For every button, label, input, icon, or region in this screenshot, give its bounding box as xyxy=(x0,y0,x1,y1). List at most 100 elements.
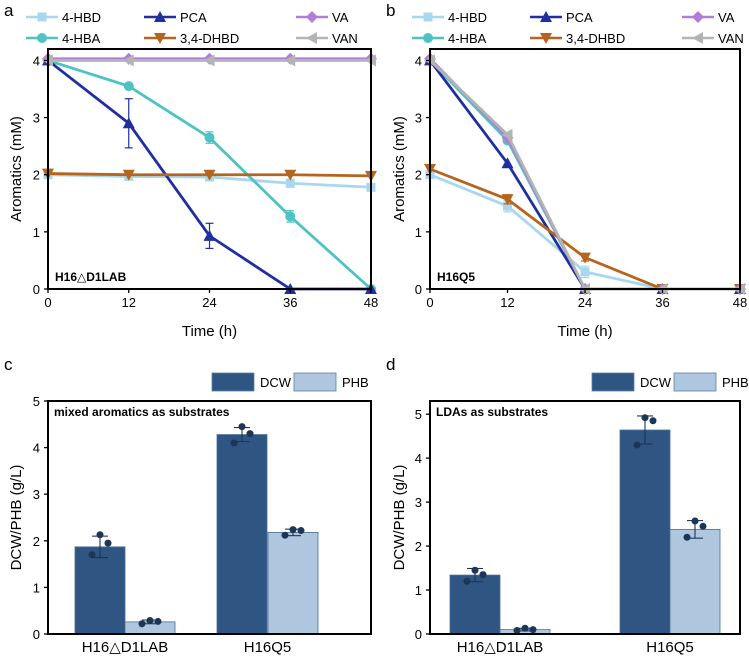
x-tick-label: 0 xyxy=(426,295,433,310)
legend-label: 4-HBD xyxy=(62,10,101,25)
legend-marker xyxy=(306,32,317,44)
legend-marker xyxy=(306,11,318,23)
legend-marker xyxy=(423,33,433,43)
replicate-point xyxy=(513,626,521,634)
data-point xyxy=(203,229,216,241)
legend-marker xyxy=(37,33,47,43)
panel-label-c: c xyxy=(4,355,13,374)
legend-swatch xyxy=(211,372,255,392)
legend-item-van: VAN xyxy=(682,31,744,46)
legend-label: PCA xyxy=(566,10,593,25)
y-tick-label: 3 xyxy=(415,111,422,126)
legend-label: 4-HBD xyxy=(448,10,487,25)
legend-label: DCW xyxy=(640,375,672,390)
x-axis-title: Time (h) xyxy=(557,323,612,340)
y-tick-label: 4 xyxy=(415,451,422,466)
x-tick-label: 48 xyxy=(733,295,747,310)
legend-label: DCW xyxy=(260,375,292,390)
replicate-point xyxy=(633,441,641,449)
data-point xyxy=(285,211,296,222)
y-tick-label: 1 xyxy=(33,225,40,240)
y-tick-label: 5 xyxy=(33,394,40,409)
y-tick-label: 1 xyxy=(33,580,40,595)
legend-marker xyxy=(540,33,552,44)
x-category-label: H16Q5 xyxy=(244,639,292,656)
y-tick-label: 5 xyxy=(415,407,422,422)
replicate-point xyxy=(146,616,154,624)
data-point xyxy=(285,178,295,188)
data-point xyxy=(501,157,514,169)
plot-frame xyxy=(47,48,372,290)
legend-item-4-hba: 4-HBA xyxy=(412,31,487,46)
data-point xyxy=(501,194,514,206)
replicate-point xyxy=(238,423,246,431)
bar-h16q5-phb xyxy=(669,517,721,635)
y-tick-label: 1 xyxy=(415,583,422,598)
bar-h16q5-dcw xyxy=(619,414,671,635)
legend-item-va: VA xyxy=(682,10,735,25)
y-axis-title: DCW/PHB (g/L) xyxy=(8,465,25,571)
legend-marker xyxy=(692,11,704,23)
replicate-point xyxy=(521,624,529,632)
inset-label: H16Q5 xyxy=(437,270,475,284)
legend-marker xyxy=(154,11,166,22)
x-tick-label: 36 xyxy=(283,295,297,310)
legend-marker xyxy=(423,12,433,22)
y-tick-label: 3 xyxy=(33,487,40,502)
legend-item-3-4-dhbd: 3,4-DHBD xyxy=(530,31,625,46)
data-point xyxy=(284,54,296,67)
legend-marker xyxy=(692,32,703,44)
replicate-point xyxy=(104,539,112,547)
x-tick-label: 12 xyxy=(122,295,136,310)
replicate-point xyxy=(691,517,699,525)
replicate-point xyxy=(649,417,657,425)
bar-h16-d1lab-dcw xyxy=(449,566,501,635)
x-tick-label: 36 xyxy=(655,295,669,310)
legend-label: PHB xyxy=(342,375,369,390)
legend-item-4-hbd: 4-HBD xyxy=(412,10,487,25)
legend-marker xyxy=(540,11,552,22)
replicate-point xyxy=(246,430,254,438)
y-tick-label: 2 xyxy=(33,534,40,549)
legend-marker xyxy=(37,12,47,22)
data-point xyxy=(122,54,134,67)
bar-h16-d1lab-dcw xyxy=(74,531,126,635)
plot-frame xyxy=(47,400,372,635)
replicate-point xyxy=(154,617,162,625)
y-tick-label: 2 xyxy=(415,539,422,554)
legend-label: VA xyxy=(718,10,735,25)
data-point xyxy=(501,128,513,141)
x-category-label: H16△D1LAB xyxy=(82,639,169,656)
y-tick-label: 3 xyxy=(415,495,422,510)
x-tick-label: 24 xyxy=(578,295,592,310)
y-axis-title: Aromatics (mM) xyxy=(8,116,25,222)
y-axis-title: Aromatics (mM) xyxy=(391,116,408,222)
replicate-point xyxy=(471,566,479,574)
data-point xyxy=(204,132,215,143)
inset-label: H16△D1LAB xyxy=(55,270,127,284)
data-point xyxy=(503,201,512,211)
legend-swatch xyxy=(673,372,717,392)
legend-label: PHB xyxy=(722,375,749,390)
legend-item-phb: PHB xyxy=(293,372,369,392)
bar-h16-d1lab-phb xyxy=(124,616,176,635)
panel-label-b: b xyxy=(386,1,395,20)
data-point xyxy=(203,169,216,181)
legend-item-van: VAN xyxy=(296,31,358,46)
legend-item-va: VA xyxy=(296,10,349,25)
legend-label: VAN xyxy=(718,31,744,46)
x-category-label: H16Q5 xyxy=(646,639,694,656)
bar-h16-d1lab-phb xyxy=(499,624,551,635)
legend-label: 4-HBA xyxy=(448,31,487,46)
replicate-point xyxy=(463,577,471,585)
replicate-point xyxy=(96,531,104,539)
inset-label: mixed aromatics as substrates xyxy=(54,405,230,419)
y-tick-label: 2 xyxy=(33,168,40,183)
legend-item-pca: PCA xyxy=(144,10,207,25)
replicate-point xyxy=(289,526,297,534)
y-tick-label: 0 xyxy=(415,282,422,297)
x-tick-label: 24 xyxy=(202,295,216,310)
